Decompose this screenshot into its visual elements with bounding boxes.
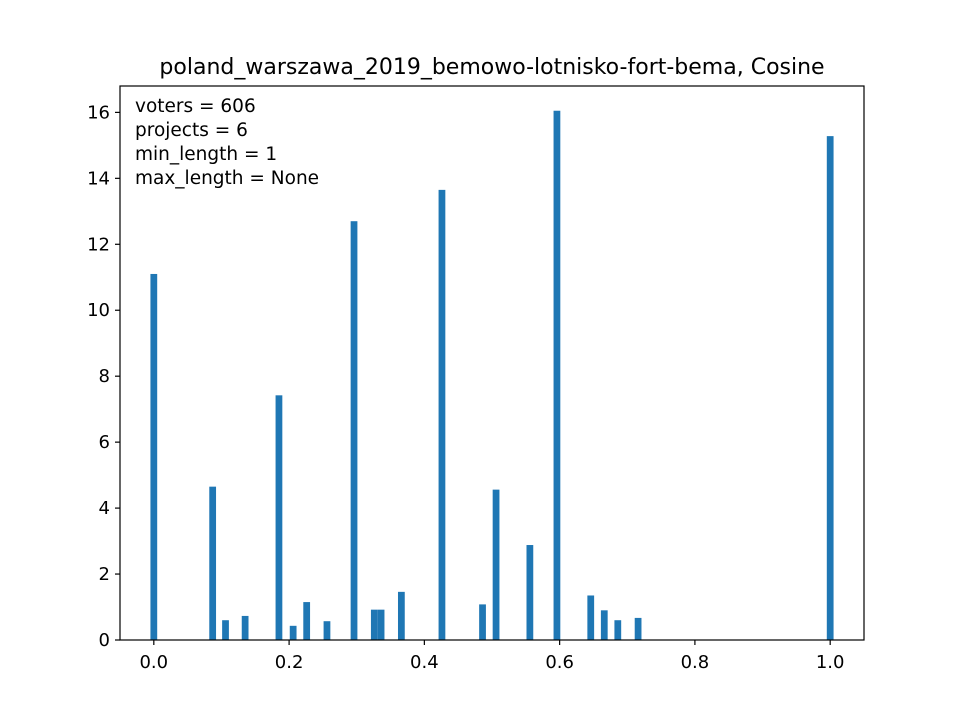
bar-15 bbox=[526, 545, 534, 640]
x-tick-label: 0.8 bbox=[681, 652, 710, 673]
x-tick-label: 0.2 bbox=[275, 652, 304, 673]
bar-16 bbox=[553, 110, 561, 641]
y-tick-label: 4 bbox=[99, 498, 110, 519]
y-tick-label: 16 bbox=[87, 102, 110, 123]
bar-17 bbox=[587, 595, 595, 640]
x-tick-label: 1.0 bbox=[816, 652, 845, 673]
x-tick-label: 0.4 bbox=[410, 652, 439, 673]
y-tick-label: 8 bbox=[99, 366, 110, 387]
bar-2 bbox=[222, 620, 229, 640]
stats-annotation: voters = 606 projects = 6 min_length = 1… bbox=[135, 96, 319, 189]
bar-8 bbox=[350, 221, 358, 640]
x-tick-label: 0.6 bbox=[545, 652, 574, 673]
bar-5 bbox=[289, 625, 297, 640]
y-tick-label: 2 bbox=[99, 564, 110, 585]
bars bbox=[150, 110, 834, 641]
bar-14 bbox=[492, 489, 500, 640]
bar-3 bbox=[241, 615, 249, 640]
bar-10 bbox=[377, 609, 385, 640]
bar-12 bbox=[438, 189, 446, 640]
y-tick-label: 6 bbox=[99, 432, 110, 453]
x-axis: 0.0 0.2 0.4 0.6 0.8 1.0 bbox=[139, 640, 845, 673]
y-tick-label: 10 bbox=[87, 300, 110, 321]
bar-6 bbox=[303, 602, 311, 640]
bar-1 bbox=[209, 486, 217, 640]
y-tick-label: 14 bbox=[87, 168, 110, 189]
bar-18 bbox=[600, 610, 608, 640]
y-tick-label: 0 bbox=[99, 630, 110, 651]
y-axis: 0 2 4 6 8 10 12 14 16 bbox=[87, 102, 120, 651]
bar-7 bbox=[323, 621, 331, 640]
annotation-min-length: min_length = 1 bbox=[135, 144, 277, 165]
bar-9 bbox=[370, 609, 378, 640]
bar-13 bbox=[479, 604, 486, 640]
annotation-projects: projects = 6 bbox=[135, 120, 248, 141]
bar-19 bbox=[614, 620, 622, 640]
plot-frame bbox=[119, 85, 865, 641]
bar-4 bbox=[275, 395, 283, 640]
annotation-max-length: max_length = None bbox=[135, 168, 319, 189]
y-tick-label: 12 bbox=[87, 234, 110, 255]
bar-20 bbox=[634, 617, 642, 640]
bar-21 bbox=[826, 136, 834, 640]
bar-11 bbox=[397, 591, 405, 640]
chart-title: poland_warszawa_2019_bemowo-lotnisko-for… bbox=[159, 55, 824, 80]
bar-0 bbox=[150, 273, 158, 640]
x-tick-label: 0.0 bbox=[139, 652, 168, 673]
annotation-voters: voters = 606 bbox=[135, 96, 256, 117]
